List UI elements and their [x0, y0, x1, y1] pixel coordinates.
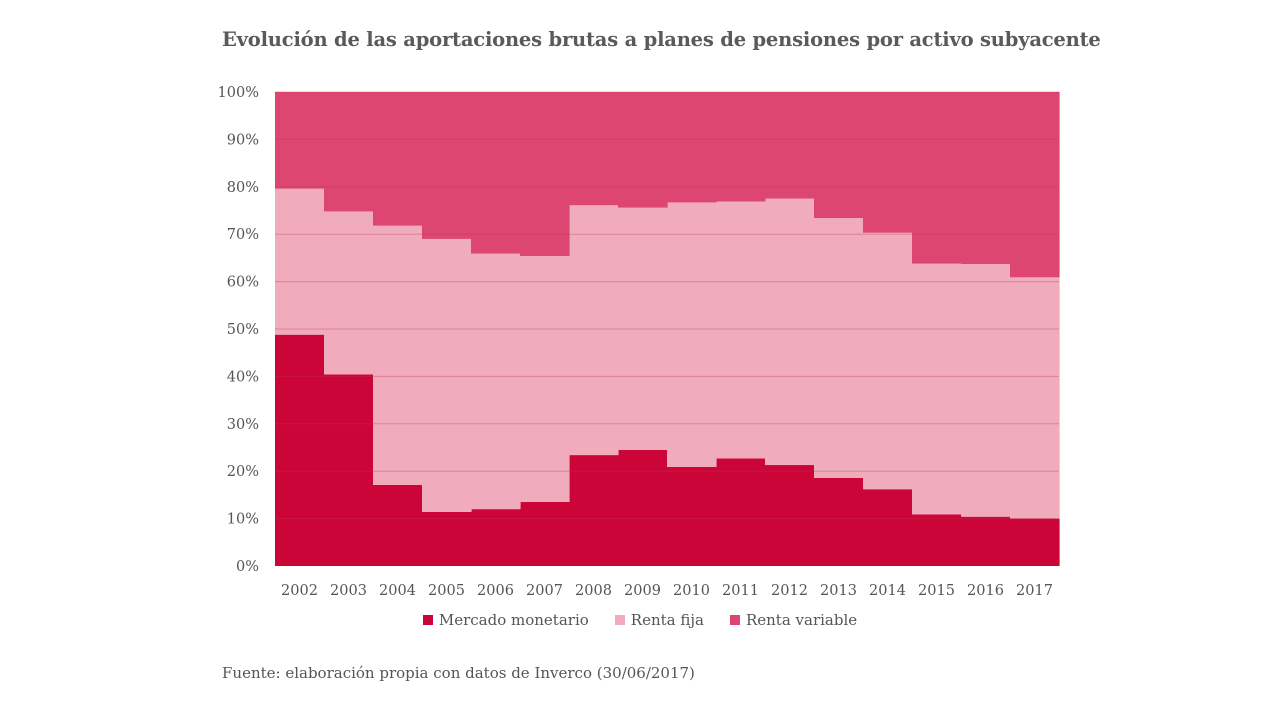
area-segment-2008: [569, 92, 619, 206]
area-segment-2006: [471, 92, 521, 254]
y-tick-label: 50%: [227, 322, 259, 338]
x-tick-label: 2006: [477, 583, 514, 599]
area-segment-2015: [912, 92, 962, 264]
chart-legend: Mercado monetario Renta fija Renta variabl…: [0, 611, 1280, 629]
series-renta-variable: [275, 92, 1060, 278]
area-segment-2009: [618, 92, 668, 208]
y-tick-label: 20%: [227, 464, 259, 480]
area-segment-2009: [618, 207, 668, 450]
area-segment-2004: [373, 484, 423, 566]
area-segment-2006: [471, 253, 521, 510]
y-tick-label: 40%: [227, 369, 259, 385]
area-segment-2005: [422, 511, 472, 566]
area-segment-2016: [961, 92, 1011, 265]
x-tick-label: 2012: [771, 583, 808, 599]
area-segment-2013: [814, 92, 864, 219]
area-segment-2011: [716, 458, 766, 566]
area-segment-2008: [569, 455, 619, 566]
area-segment-2011: [716, 201, 766, 459]
x-tick-label: 2017: [1016, 583, 1053, 599]
area-segment-2016: [961, 516, 1011, 566]
area-segment-2009: [618, 449, 668, 566]
area-segment-2004: [373, 92, 423, 226]
area-segment-2013: [814, 218, 864, 478]
area-segment-2017: [1010, 92, 1060, 278]
area-segment-2017: [1010, 518, 1060, 566]
x-tick-label: 2003: [330, 583, 367, 599]
legend-swatch: [422, 615, 433, 625]
x-tick-label: 2009: [624, 583, 661, 599]
y-tick-label: 100%: [218, 85, 259, 101]
x-tick-label: 2008: [575, 583, 612, 599]
x-tick-label: 2011: [722, 583, 759, 599]
series-mercado-monetario: [275, 334, 1060, 566]
series-renta-fija: [275, 188, 1060, 519]
area-segment-2014: [863, 92, 913, 233]
chart-title: Evolución de las aportaciones brutas a p…: [222, 28, 1101, 51]
legend-label: Renta fija: [630, 611, 704, 629]
area-segment-2010: [667, 466, 717, 566]
y-tick-label: 80%: [227, 180, 259, 196]
area-segment-2003: [324, 211, 374, 375]
area-segment-2012: [765, 198, 815, 466]
x-tick-label: 2007: [526, 583, 563, 599]
area-segment-2007: [520, 502, 570, 566]
area-segment-2016: [961, 264, 1011, 517]
y-tick-label: 10%: [227, 512, 259, 528]
legend-item: Mercado monetario: [422, 611, 589, 629]
y-tick-label: 30%: [227, 417, 259, 433]
x-tick-label: 2004: [379, 583, 416, 599]
x-tick-label: 2010: [673, 583, 710, 599]
area-segment-2002: [275, 334, 325, 566]
area-segment-2012: [765, 465, 815, 566]
x-tick-label: 2005: [428, 583, 465, 599]
x-tick-label: 2014: [869, 583, 906, 599]
area-segment-2005: [422, 238, 472, 512]
area-segment-2002: [275, 188, 325, 335]
area-segment-2005: [422, 92, 472, 239]
area-segment-2010: [667, 92, 717, 203]
area-segment-2007: [520, 92, 570, 256]
area-segment-2010: [667, 202, 717, 467]
legend-swatch: [614, 615, 625, 625]
legend-swatch: [729, 615, 740, 625]
x-tick-label: 2002: [281, 583, 318, 599]
y-tick-label: 60%: [227, 275, 259, 291]
area-segment-2003: [324, 374, 374, 566]
legend-item: Renta variable: [729, 611, 858, 629]
area-segment-2006: [471, 509, 521, 566]
area-segment-2003: [324, 92, 374, 212]
legend-item: Renta fija: [614, 611, 704, 629]
area-segment-2014: [863, 489, 913, 566]
area-segment-2014: [863, 232, 913, 490]
source-note: Fuente: elaboración propia con datos de …: [222, 664, 695, 682]
legend-label: Renta variable: [745, 611, 858, 629]
x-tick-label: 2016: [967, 583, 1004, 599]
area-segment-2015: [912, 514, 962, 566]
x-tick-label: 2013: [820, 583, 857, 599]
legend-label: Mercado monetario: [438, 611, 589, 629]
area-segment-2007: [520, 256, 570, 503]
area-segment-2002: [275, 92, 325, 189]
y-tick-label: 0%: [236, 559, 259, 575]
x-tick-label: 2015: [918, 583, 955, 599]
area-segment-2013: [814, 477, 864, 566]
area-segment-2015: [912, 263, 962, 515]
area-segment-2011: [716, 92, 766, 202]
area-segment-2017: [1010, 277, 1060, 519]
y-tick-label: 90%: [227, 132, 259, 148]
area-segment-2012: [765, 92, 815, 199]
area-segment-2004: [373, 225, 423, 485]
y-tick-label: 70%: [227, 227, 259, 243]
area-segment-2008: [569, 205, 619, 456]
